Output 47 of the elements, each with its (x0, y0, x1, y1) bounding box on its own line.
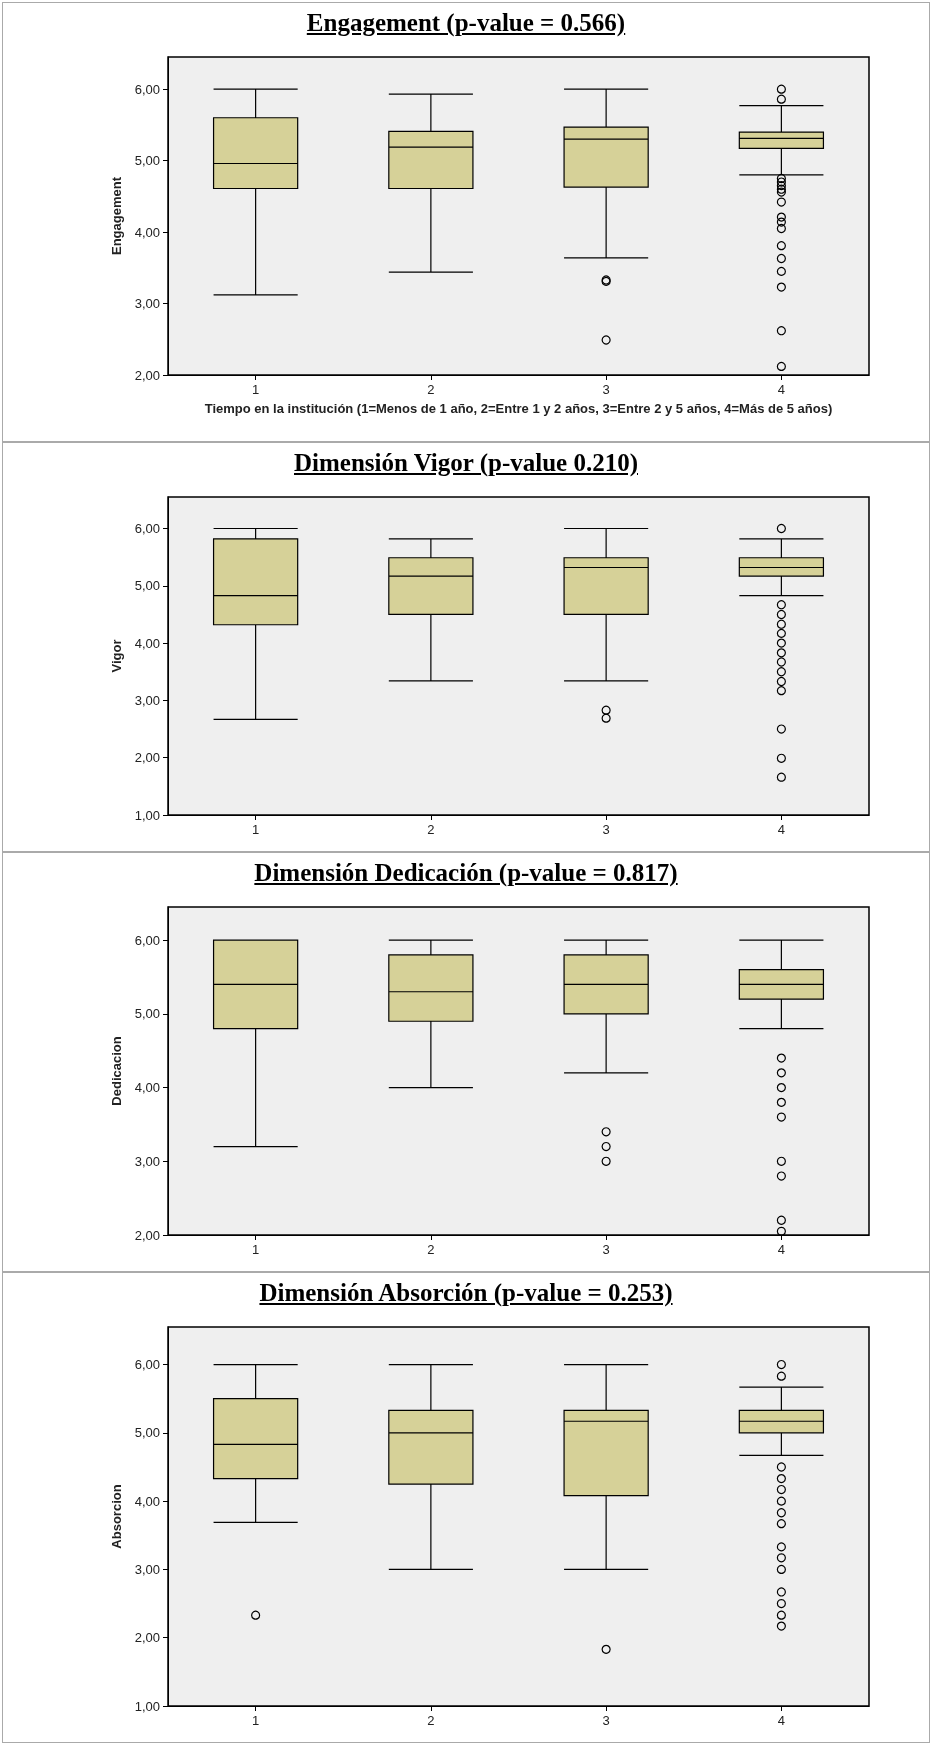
y-tick-label: 4,00 (134, 1493, 160, 1509)
y-tick-label: 4,00 (134, 635, 160, 651)
y-tick-label: 6,00 (134, 932, 160, 948)
y-axis-title: Absorcion (109, 1484, 124, 1549)
x-tick-label: 2 (427, 1242, 435, 1257)
y-tick-label: 4,00 (134, 1080, 160, 1096)
x-tick-label: 2 (427, 382, 435, 397)
y-tick-label: 5,00 (134, 1006, 160, 1022)
y-tick-label: 5,00 (134, 153, 160, 169)
y-axis-title: Engagement (109, 176, 124, 256)
x-tick-label: 4 (777, 1242, 785, 1257)
y-tick-label: 2,00 (134, 367, 160, 383)
y-axis-title: Dedicacion (109, 1036, 124, 1106)
y-tick-label: 3,00 (134, 1153, 160, 1169)
x-tick-label: 1 (252, 382, 260, 397)
y-tick-label: 3,00 (134, 692, 160, 708)
chart-title: Dimensión Vigor (p-value 0.210) (293, 449, 639, 477)
y-tick-label: 2,00 (134, 1227, 160, 1243)
chart-title: Engagement (p-value = 0.566) (305, 9, 627, 37)
y-tick-label: 3,00 (134, 296, 160, 312)
y-tick-label: 6,00 (134, 81, 160, 97)
y-tick-label: 3,00 (134, 1561, 160, 1577)
x-tick-label: 3 (602, 822, 610, 837)
x-tick-label: 2 (427, 1713, 435, 1728)
x-tick-label: 1 (252, 1713, 260, 1728)
y-tick-label: 4,00 (134, 224, 160, 240)
x-tick-label: 4 (777, 822, 785, 837)
y-tick-label: 2,00 (134, 1630, 160, 1646)
x-tick-label: 4 (777, 1713, 785, 1728)
x-tick-label: 2 (427, 822, 435, 837)
x-tick-label: 1 (252, 822, 260, 837)
y-tick-label: 6,00 (134, 521, 160, 537)
x-tick-label: 1 (252, 1242, 260, 1257)
x-tick-label: 4 (777, 382, 785, 397)
y-tick-label: 5,00 (134, 1425, 160, 1441)
x-tick-label: 3 (602, 1713, 610, 1728)
x-axis-title: Tiempo en la institución (1=Menos de 1 año, 2=Entre 1 y 2 años, 3=Entre 2 y 5 años, 4=Más de 5 años) (204, 400, 833, 416)
chart-title: Dimensión Absorción (p-value = 0.253) (258, 1279, 674, 1307)
chart-title: Dimensión Dedicación (p-value = 0.817) (253, 859, 679, 887)
x-tick-label: 3 (602, 1242, 610, 1257)
y-tick-label: 1,00 (134, 1698, 160, 1714)
x-tick-label: 3 (602, 382, 610, 397)
y-tick-label: 2,00 (134, 750, 160, 766)
y-axis-title: Vigor (109, 639, 124, 673)
y-tick-label: 6,00 (134, 1357, 160, 1373)
y-tick-label: 5,00 (134, 578, 160, 594)
y-tick-label: 1,00 (134, 807, 160, 823)
